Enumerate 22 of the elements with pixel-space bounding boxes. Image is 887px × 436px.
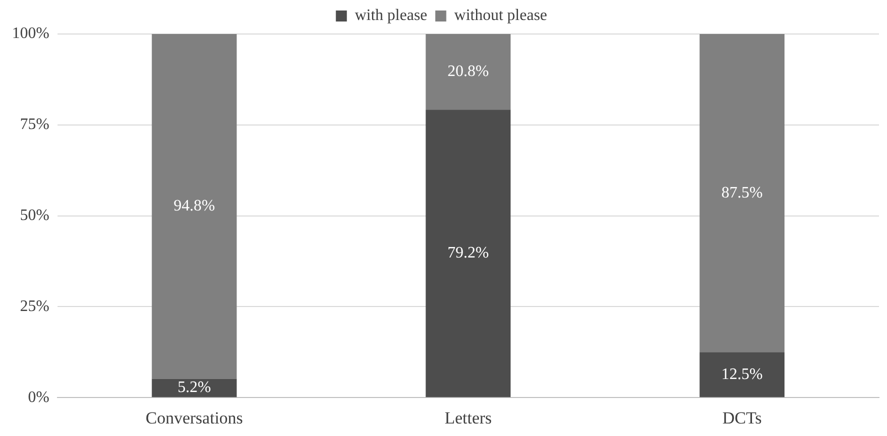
legend-label: without please [454, 7, 548, 24]
y-tick-label: 0% [28, 388, 50, 406]
x-tick-label: Letters [444, 408, 492, 428]
bar [700, 34, 785, 352]
bar [426, 110, 511, 398]
y-tick-label: 50% [20, 207, 50, 224]
data-label: 87.5% [721, 184, 763, 202]
x-tick-label: DCTs [722, 408, 762, 428]
legend-label: with please [354, 7, 428, 24]
data-label: 12.5% [721, 366, 763, 383]
bar [152, 378, 237, 398]
data-label: 5.2% [178, 379, 211, 396]
y-tick-label: 75% [20, 116, 50, 134]
data-label: 94.8% [174, 198, 215, 215]
data-label: 20.8% [448, 63, 489, 80]
x-tick-label: Conversations [146, 408, 243, 428]
bar [700, 352, 785, 398]
y-tick-label: 100% [12, 25, 50, 42]
y-tick-label: 25% [20, 298, 50, 315]
data-label: 79.2% [448, 244, 489, 262]
bar [152, 34, 237, 379]
bar [426, 34, 511, 110]
